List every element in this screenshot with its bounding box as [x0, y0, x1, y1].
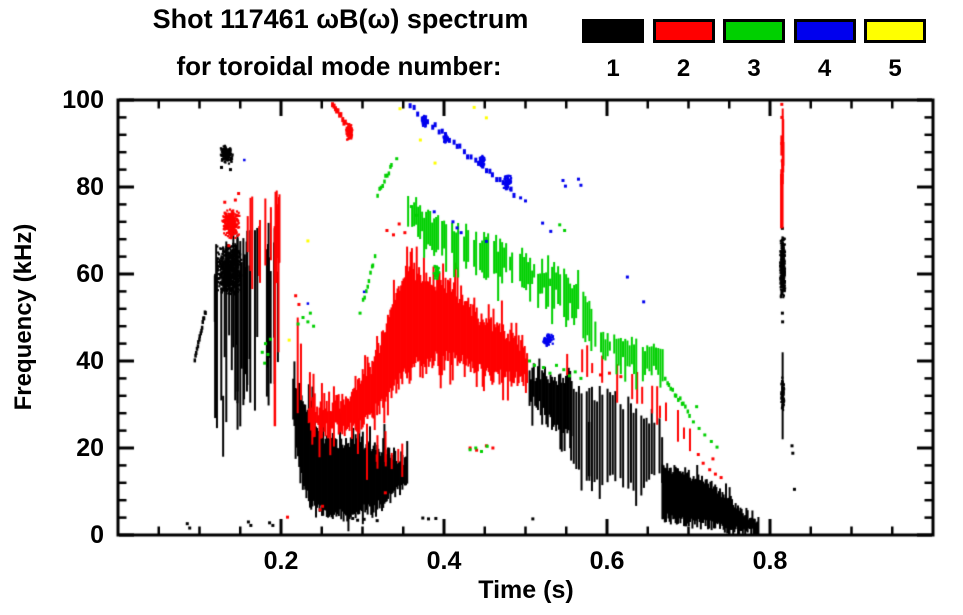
legend-swatch-n3 [723, 19, 785, 43]
legend-label-n4: 4 [817, 55, 832, 82]
legend-label-n1: 1 [606, 55, 620, 82]
y-tick-label-100: 100 [62, 86, 104, 114]
y-tick-label-80: 80 [76, 173, 104, 201]
legend-label-n2: 2 [676, 55, 691, 82]
legend-label-n5: 5 [888, 55, 902, 82]
y-tick-label-40: 40 [76, 347, 104, 375]
legend-swatch-n5 [864, 19, 926, 43]
legend-label-n3: 3 [747, 55, 761, 82]
y-tick-label-0: 0 [90, 521, 104, 549]
chart-title: Shot 117461 ωB(ω) spectrum [152, 4, 529, 34]
x-tick-label-0.4: 0.4 [426, 547, 462, 575]
x-tick-label-0.2: 0.2 [263, 547, 299, 575]
y-axis-title: Frequency (kHz) [10, 223, 37, 411]
x-tick-label-0.8: 0.8 [752, 547, 788, 575]
chart-subtitle: for toroidal mode number: [176, 51, 502, 81]
y-tick-label-20: 20 [76, 434, 104, 462]
y-tick-label-60: 60 [76, 260, 104, 288]
legend-swatch-n2 [652, 19, 715, 43]
legend-swatch-n4 [793, 19, 856, 43]
x-axis-title: Time (s) [478, 576, 574, 604]
legend-swatch-n1 [582, 19, 644, 43]
x-tick-label-0.6: 0.6 [589, 547, 625, 575]
